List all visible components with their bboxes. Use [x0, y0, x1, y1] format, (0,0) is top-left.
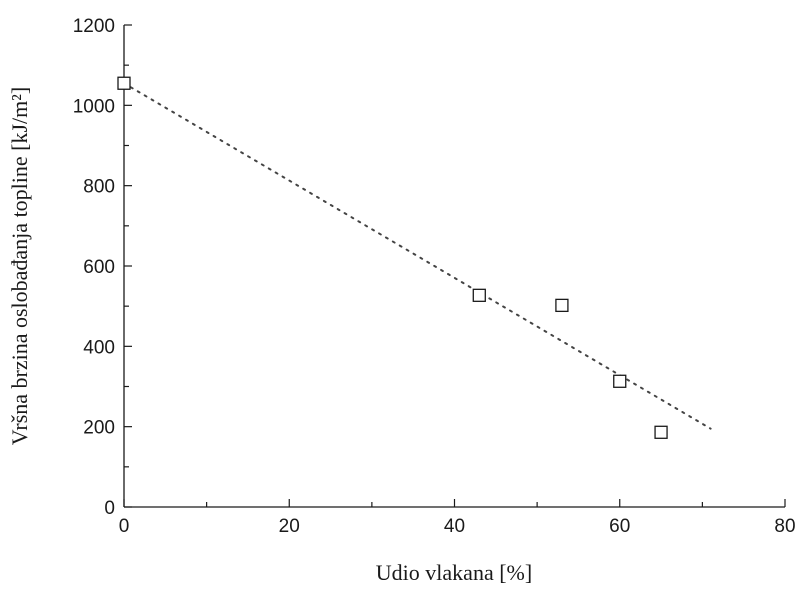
x-axis-title: Udio vlakana [%]: [376, 560, 532, 585]
data-point: [472, 288, 486, 302]
y-tick-label: 200: [83, 418, 115, 439]
x-tick-label: 80: [774, 516, 795, 537]
x-tick-label: 60: [609, 516, 630, 537]
data-point: [117, 76, 131, 90]
y-tick-label: 600: [83, 257, 115, 278]
y-axis-title: Vršna brzina oslobađanja topline [kJ/m²]: [7, 87, 32, 445]
data-point: [555, 298, 569, 313]
trendline-layer: [123, 82, 712, 430]
data-point: [613, 374, 627, 388]
x-tick-label: 40: [444, 516, 465, 537]
y-tick-label: 800: [83, 177, 115, 198]
data-points-layer: [117, 76, 668, 439]
y-tick-label: 0: [104, 498, 115, 519]
y-tick-label: 400: [83, 337, 115, 358]
x-tick-label: 0: [119, 516, 130, 537]
trendline: [123, 82, 712, 430]
x-tick-label: 20: [279, 516, 300, 537]
data-point: [654, 425, 668, 439]
y-tick-label: 1200: [73, 16, 115, 37]
y-tick-label: 1000: [73, 96, 115, 117]
